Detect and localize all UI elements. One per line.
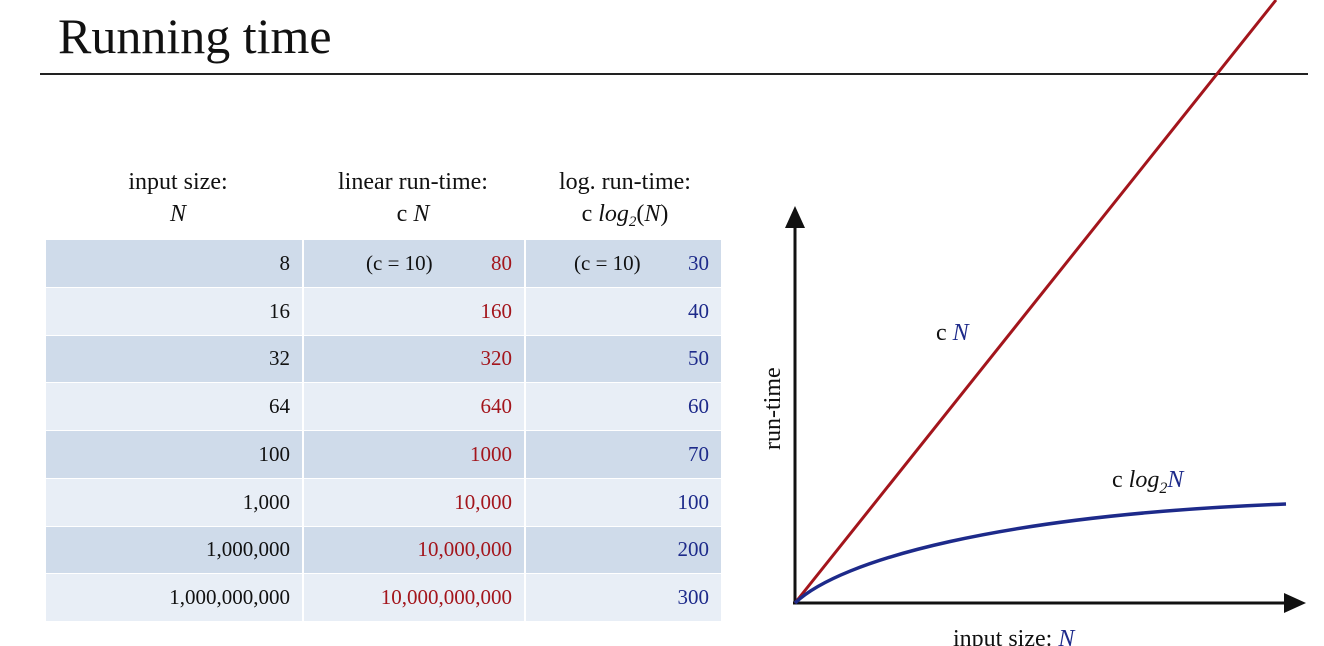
header-log-prefix: c <box>581 201 599 227</box>
table-row: 1,000,000,000 10,000,000,000 300 <box>46 574 721 622</box>
cell-input-size: 1,000,000 <box>46 526 304 575</box>
header-log-sub: 2 <box>628 214 637 230</box>
header-log-func: log <box>598 201 629 227</box>
cell-input-size: 16 <box>46 287 304 336</box>
table-row: 1,000 10,000 100 <box>46 478 721 527</box>
header-log-line2: c log2(N) <box>530 198 720 238</box>
table-row: 64 640 60 <box>46 383 721 431</box>
log-value: 30 <box>688 250 709 275</box>
log-curve <box>793 502 1287 605</box>
cell-linear-runtime: 640 <box>304 383 526 431</box>
cell-input-size: 100 <box>46 431 304 479</box>
constant-note: (c = 10) <box>366 250 433 275</box>
header-input-size: input size: N <box>98 166 258 230</box>
cell-log-runtime: 200 <box>526 526 721 575</box>
cell-linear-runtime: 10,000 <box>304 478 526 527</box>
title-divider <box>40 73 1308 75</box>
log-value: 300 <box>677 585 710 610</box>
x-axis-label: input size: N <box>953 626 1076 646</box>
cell-linear-runtime: (c = 10) 80 <box>304 240 526 288</box>
log-value: 200 <box>677 537 710 562</box>
cell-input-size: 32 <box>46 335 304 384</box>
table-row: 16 160 40 <box>46 287 721 336</box>
header-log-arg: (N) <box>636 201 669 227</box>
log-value: 60 <box>688 394 709 419</box>
linear-value: 160 <box>480 298 513 323</box>
linear-value: 640 <box>480 394 513 419</box>
cell-linear-runtime: 10,000,000 <box>304 526 526 575</box>
cell-input-size: 1,000 <box>46 478 304 527</box>
log-value: 100 <box>677 489 710 514</box>
linear-value: 320 <box>480 346 513 371</box>
constant-note: (c = 10) <box>574 250 641 275</box>
cell-linear-runtime: 1000 <box>304 431 526 479</box>
cell-log-runtime: 50 <box>526 335 721 384</box>
linear-value: 80 <box>491 250 512 275</box>
table-row: 1,000,000 10,000,000 200 <box>46 526 721 575</box>
cell-input-size: 64 <box>46 383 304 431</box>
header-linear-prefix: c <box>396 201 414 227</box>
header-input-size-line1: input size: <box>128 169 228 195</box>
header-linear: linear run-time: c N <box>308 166 518 230</box>
cell-linear-runtime: 320 <box>304 335 526 384</box>
cell-linear-runtime: 160 <box>304 287 526 336</box>
linear-value: 10,000,000 <box>417 537 513 562</box>
header-linear-line2: c N <box>308 198 518 230</box>
cell-input-size: 8 <box>46 240 304 288</box>
header-log: log. run-time: c log2(N) <box>530 166 720 238</box>
cell-linear-runtime: 10,000,000,000 <box>304 574 526 622</box>
header-input-size-var: N <box>169 201 186 227</box>
table-row: 32 320 50 <box>46 335 721 384</box>
table-row: 100 1000 70 <box>46 431 721 479</box>
log-value: 70 <box>688 441 709 466</box>
header-log-line1: log. run-time: <box>559 169 691 195</box>
table-body: 8 (c = 10) 80 (c = 10) 30 16 160 40 32 320 50 64 640… <box>46 240 721 622</box>
table-row: 8 (c = 10) 80 (c = 10) 30 <box>46 240 721 288</box>
linear-curve <box>793 0 1278 604</box>
cell-log-runtime: 60 <box>526 383 721 431</box>
cell-log-runtime: (c = 10) 30 <box>526 240 721 288</box>
log-value: 50 <box>688 346 709 371</box>
linear-value: 10,000 <box>454 489 512 514</box>
cell-log-runtime: 40 <box>526 287 721 336</box>
cell-log-runtime: 100 <box>526 478 721 527</box>
header-linear-var: N <box>413 201 430 227</box>
linear-value: 10,000,000,000 <box>380 585 512 610</box>
header-linear-line1: linear run-time: <box>338 169 488 195</box>
cell-log-runtime: 300 <box>526 574 721 622</box>
linear-curve-label: c N <box>936 320 971 346</box>
x-axis-arrow-icon <box>1284 593 1306 613</box>
cell-input-size: 1,000,000,000 <box>46 574 304 622</box>
slide-title: Running time <box>58 8 332 64</box>
log-value: 40 <box>688 298 709 323</box>
linear-value: 1000 <box>470 441 512 466</box>
y-axis-arrow-icon <box>785 206 805 228</box>
log-curve-label: c log2N <box>1112 467 1185 497</box>
running-time-table: 8 (c = 10) 80 (c = 10) 30 16 160 40 32 320 50 64 640… <box>46 240 721 622</box>
cell-log-runtime: 70 <box>526 431 721 479</box>
y-axis-label: run-time <box>760 367 786 450</box>
